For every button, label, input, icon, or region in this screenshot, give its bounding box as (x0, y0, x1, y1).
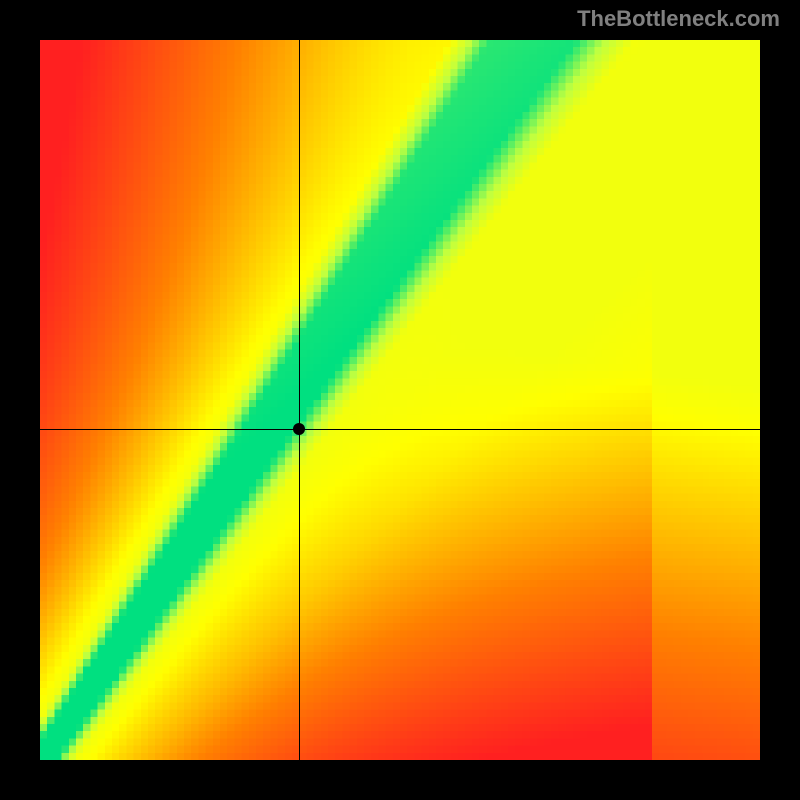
crosshair-horizontal (40, 429, 760, 430)
watermark-text: TheBottleneck.com (577, 6, 780, 32)
data-point-marker (293, 423, 305, 435)
plot-area (40, 40, 760, 760)
heatmap-canvas (40, 40, 760, 760)
chart-container: TheBottleneck.com (0, 0, 800, 800)
crosshair-vertical (299, 40, 300, 760)
